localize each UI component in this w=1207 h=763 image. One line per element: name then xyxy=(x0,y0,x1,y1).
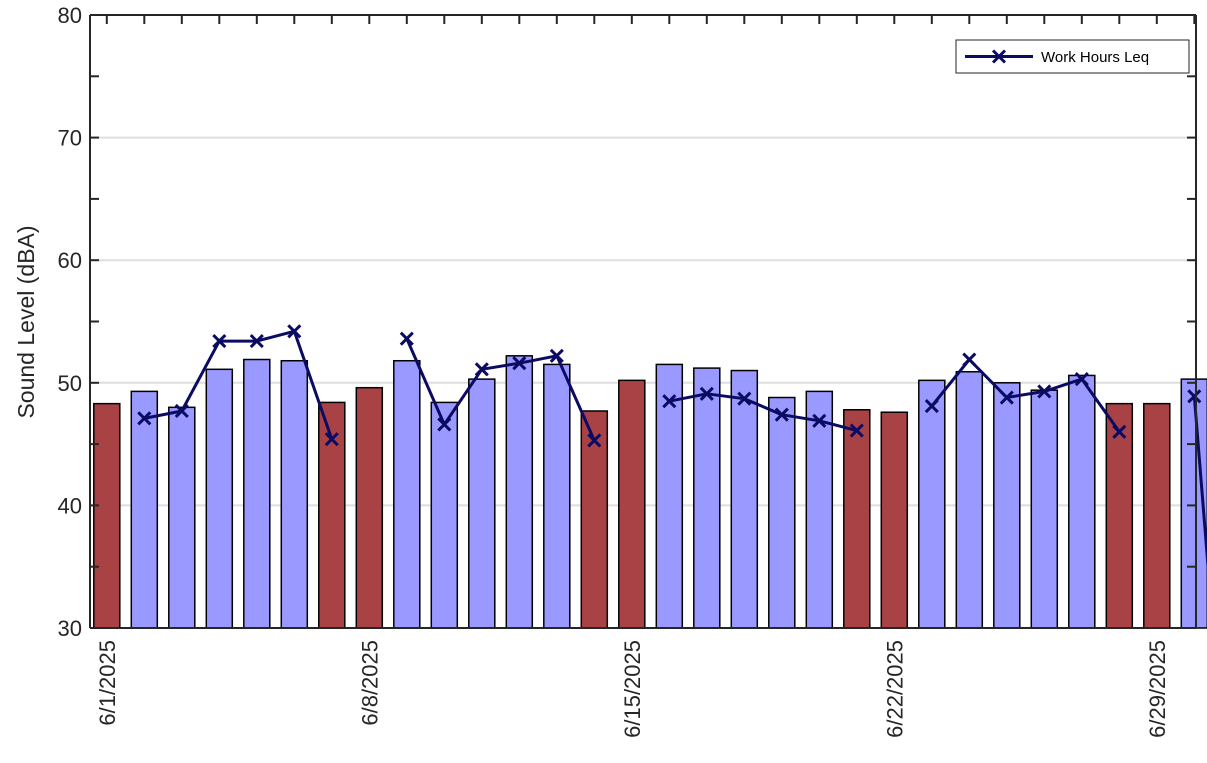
legend: Work Hours Leq xyxy=(955,39,1190,74)
x-tick-label: 6/29/2025 xyxy=(1145,640,1170,738)
line-point-marker xyxy=(737,391,752,406)
line-point-marker xyxy=(512,356,527,371)
line-point-marker xyxy=(999,390,1014,405)
line-segment-4 xyxy=(1192,396,1207,573)
bar-6/28/2025 xyxy=(1105,402,1134,629)
bar-6/14/2025 xyxy=(580,410,609,629)
x-tick-label: 6/1/2025 xyxy=(95,640,120,726)
line-point-marker xyxy=(399,331,414,346)
legend-label: Work Hours Leq xyxy=(1041,49,1149,66)
y-tick-label: 60 xyxy=(58,248,82,273)
line-point-marker xyxy=(549,348,564,363)
line-point-marker xyxy=(1187,389,1202,404)
bar-6/22/2025 xyxy=(880,411,909,629)
line-point-marker xyxy=(1074,372,1089,387)
bar-6/17/2025 xyxy=(693,367,721,629)
line-point-marker xyxy=(587,433,602,448)
bar-6/6/2025 xyxy=(280,359,309,629)
line-point-marker xyxy=(287,324,302,339)
line-point-marker xyxy=(699,386,714,401)
bar-6/12/2025 xyxy=(505,355,534,629)
bar-6/8/2025 xyxy=(355,386,384,629)
y-tick-label: 40 xyxy=(58,493,82,518)
line-point-marker xyxy=(812,413,827,428)
line-segment-0 xyxy=(144,329,334,440)
line-point-marker xyxy=(662,394,677,409)
line-point-marker xyxy=(774,407,789,422)
bar-6/13/2025 xyxy=(543,363,571,629)
bar-6/4/2025 xyxy=(205,368,234,629)
bar-6/15/2025 xyxy=(618,379,646,629)
line-point-marker xyxy=(212,334,227,349)
bar-6/24/2025 xyxy=(955,371,984,629)
bar-6/18/2025 xyxy=(730,369,759,629)
legend-x-marker-icon xyxy=(991,49,1007,64)
bar-6/29/2025 xyxy=(1143,402,1171,629)
line-segment-2 xyxy=(669,392,858,433)
bar-6/25/2025 xyxy=(993,382,1021,629)
work-hours-leq-line xyxy=(137,324,1207,573)
axes: 30 40 50 60 70 80 6/1/2025 6/8/2025 6/15/2025 6/2… xyxy=(58,3,1197,738)
bar-6/21/2025 xyxy=(843,409,871,629)
line-point-marker xyxy=(474,362,489,377)
y-tick-label: 50 xyxy=(58,371,82,396)
line-segment-3 xyxy=(930,358,1121,433)
line-point-marker xyxy=(849,423,864,438)
y-tick-label: 80 xyxy=(58,3,82,28)
bar-6/16/2025 xyxy=(655,363,684,629)
line-segment-1 xyxy=(405,338,596,442)
line-point-marker xyxy=(924,399,939,414)
bar-6/19/2025 xyxy=(768,396,796,629)
line-point-marker xyxy=(174,403,189,419)
bar-6/2/2025 xyxy=(130,390,159,629)
bar-6/26/2025 xyxy=(1030,389,1059,629)
bar-6/10/2025 xyxy=(430,401,459,629)
line-point-marker xyxy=(1112,424,1127,439)
bar-6/5/2025 xyxy=(243,358,271,629)
bar-6/23/2025 xyxy=(918,379,946,629)
y-axis-title: Sound Level (dBA) xyxy=(13,225,39,418)
y-tick-label: 70 xyxy=(58,126,82,151)
bar-6/9/2025 xyxy=(393,359,421,629)
line-point-marker xyxy=(1037,384,1052,399)
bar-series xyxy=(93,355,1207,629)
y-tick-label: 30 xyxy=(58,616,82,641)
line-point-marker xyxy=(324,432,339,447)
bar-6/27/2025 xyxy=(1068,374,1096,629)
line-point-marker xyxy=(437,417,452,432)
bar-6/1/2025 xyxy=(93,402,121,629)
line-point-marker xyxy=(137,411,152,426)
x-tick-label: 6/8/2025 xyxy=(357,640,382,726)
line-point-marker xyxy=(249,334,264,349)
line-point-marker xyxy=(962,352,977,367)
bar-6/3/2025 xyxy=(168,406,196,629)
bar-6/20/2025 xyxy=(805,390,834,629)
x-tick-label: 6/15/2025 xyxy=(620,640,645,738)
x-tick-label: 6/22/2025 xyxy=(882,640,907,738)
bar-6/11/2025 xyxy=(468,378,496,629)
